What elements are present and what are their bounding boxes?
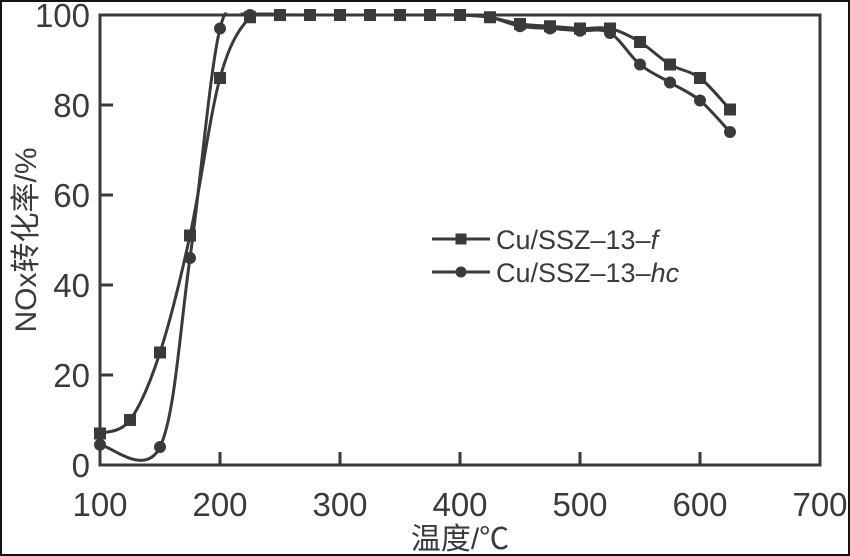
data-point-square <box>484 11 496 24</box>
y-tick-label: 100 <box>35 2 90 34</box>
x-tick-label: 100 <box>72 486 127 523</box>
data-point-circle <box>724 126 736 138</box>
x-tick-label: 400 <box>432 486 487 523</box>
data-point-square <box>634 36 646 48</box>
data-point-square <box>334 9 346 21</box>
legend-label: Cu/SSZ–13–hc <box>496 258 680 288</box>
y-tick-label: 0 <box>72 447 90 484</box>
data-point-square <box>544 20 556 33</box>
data-point-square <box>124 414 136 426</box>
data-point-square <box>424 9 436 21</box>
data-point-circle <box>154 441 166 453</box>
data-point-square <box>724 103 736 116</box>
legend: Cu/SSZ–13–fCu/SSZ–13–hc <box>432 225 680 288</box>
data-point-circle <box>694 94 706 107</box>
x-tick-label: 700 <box>792 486 847 523</box>
data-point-square <box>184 229 196 242</box>
x-tick-label: 500 <box>552 486 607 523</box>
y-tick-label: 40 <box>53 267 90 304</box>
y-tick-label: 80 <box>53 87 90 124</box>
data-point-square <box>694 72 706 84</box>
data-point-circle <box>94 438 106 451</box>
data-point-square <box>94 427 106 440</box>
data-point-circle <box>214 22 226 35</box>
data-point-square <box>244 11 256 24</box>
data-point-square <box>664 58 676 71</box>
y-tick-label: 60 <box>53 177 90 214</box>
x-tick-label: 200 <box>192 486 247 523</box>
y-axis-title: NOx转化率/% <box>10 147 43 332</box>
data-point-square <box>454 9 466 21</box>
x-axis-title: 温度/℃ <box>411 523 509 556</box>
y-tick-label: 20 <box>53 357 90 394</box>
data-point-square <box>214 72 226 84</box>
x-tick-label: 600 <box>672 486 727 523</box>
x-tick-label: 300 <box>312 486 367 523</box>
data-point-circle <box>664 76 676 89</box>
data-point-square <box>574 22 586 35</box>
series-f <box>94 9 736 440</box>
data-point-square <box>604 22 616 35</box>
data-point-square <box>364 9 376 21</box>
data-point-square <box>514 18 526 30</box>
legend-circle-icon <box>455 266 467 278</box>
legend-label: Cu/SSZ–13–f <box>496 225 661 255</box>
data-point-square <box>394 9 406 21</box>
data-point-square <box>304 9 316 21</box>
legend-square-icon <box>455 233 467 245</box>
data-point-circle <box>634 58 646 71</box>
data-point-square <box>274 9 286 21</box>
data-point-square <box>154 346 166 359</box>
